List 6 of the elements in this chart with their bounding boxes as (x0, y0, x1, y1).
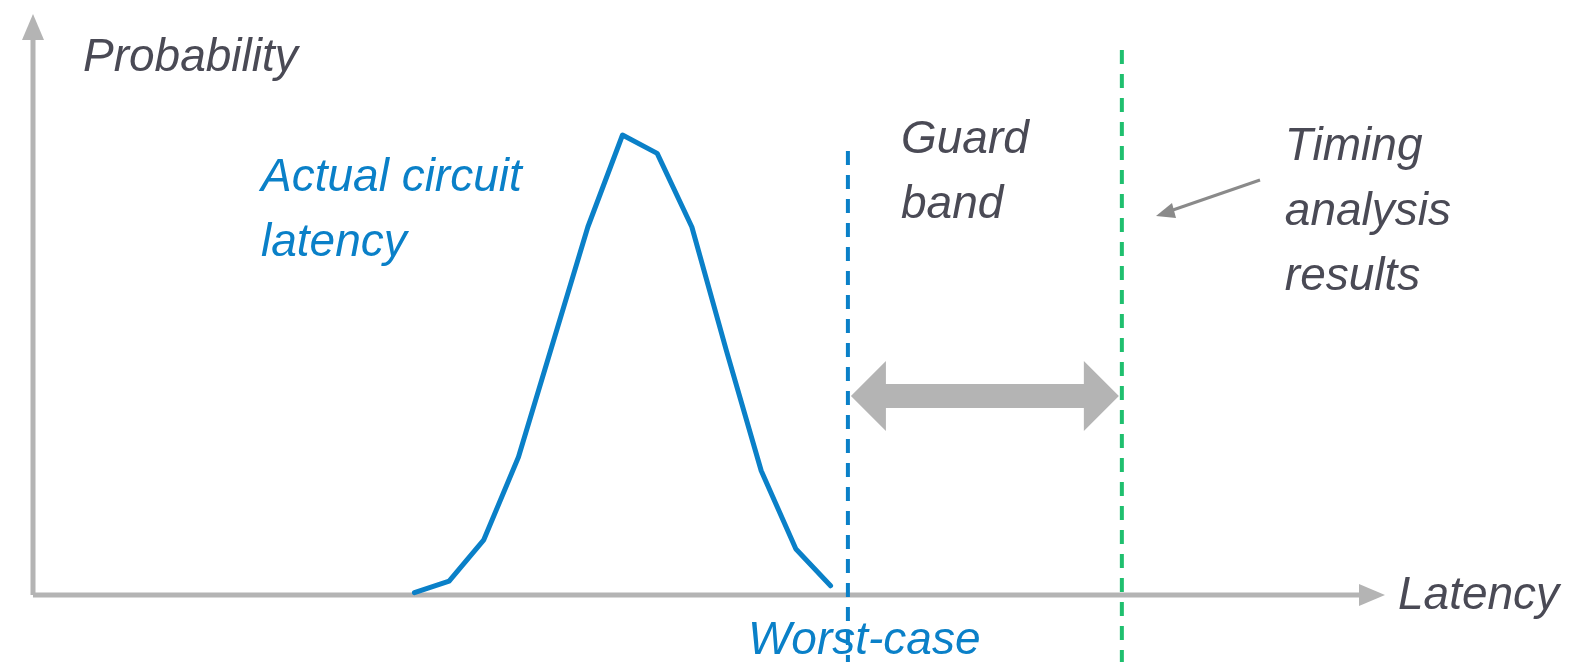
y-axis-title: Probability (83, 29, 301, 81)
series-label: Actual circuit latency (258, 149, 524, 266)
text: Worst-case (747, 612, 981, 664)
x-axis-title: Latency (1398, 567, 1563, 619)
annotation: Timing analysis results (1284, 118, 1452, 300)
annotation: Guard band (901, 111, 1031, 228)
